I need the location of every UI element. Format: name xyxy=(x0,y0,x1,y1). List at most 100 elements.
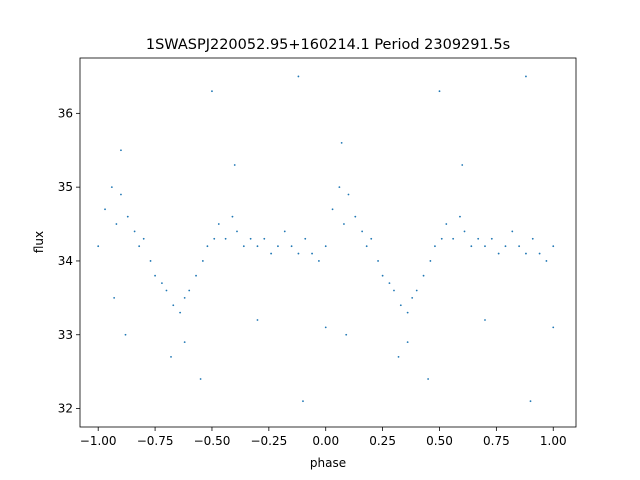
data-point xyxy=(484,245,486,248)
data-point xyxy=(217,223,220,225)
data-point xyxy=(490,237,493,240)
data-point xyxy=(538,252,541,255)
y-tick-label: 34 xyxy=(58,254,73,268)
data-point xyxy=(529,400,532,403)
data-point xyxy=(201,260,204,262)
data-point xyxy=(165,289,168,292)
data-point xyxy=(290,245,293,248)
data-point xyxy=(283,230,286,233)
data-point xyxy=(120,193,122,196)
data-point xyxy=(397,355,400,358)
data-point xyxy=(236,230,238,233)
data-point xyxy=(242,245,245,248)
data-point xyxy=(427,378,430,380)
data-point xyxy=(206,245,209,248)
data-point xyxy=(249,237,252,240)
data-point xyxy=(440,237,443,240)
data-point xyxy=(263,237,266,240)
data-point xyxy=(324,326,327,329)
data-point xyxy=(406,311,409,314)
data-point xyxy=(270,252,273,255)
data-point xyxy=(399,304,402,307)
data-point xyxy=(406,341,409,344)
data-point xyxy=(545,260,548,262)
data-point xyxy=(124,333,127,336)
data-point xyxy=(361,230,364,233)
x-axis-label: phase xyxy=(310,456,346,470)
x-tick-label: −0.25 xyxy=(250,434,287,448)
data-point xyxy=(438,90,441,93)
data-point xyxy=(256,245,259,248)
data-point xyxy=(525,75,527,78)
x-tick-label: −1.00 xyxy=(80,434,117,448)
data-point xyxy=(477,237,480,240)
data-point xyxy=(179,311,182,314)
x-axis-ticks: −1.00 −0.75 −0.50 −0.25 0.00 0.25 0.50 0.75 1.00 xyxy=(80,427,567,448)
data-point xyxy=(347,193,350,196)
data-point xyxy=(297,252,300,255)
data-point xyxy=(411,296,414,299)
data-point xyxy=(445,223,448,225)
data-point xyxy=(233,164,236,166)
data-point xyxy=(231,215,234,218)
data-point xyxy=(302,400,304,403)
data-points xyxy=(97,75,555,403)
data-point xyxy=(393,289,395,292)
data-point xyxy=(211,90,213,93)
data-point xyxy=(183,341,186,344)
x-tick-label: 0.00 xyxy=(312,434,339,448)
x-tick-label: −0.50 xyxy=(194,434,231,448)
data-point xyxy=(552,326,555,329)
data-point xyxy=(429,260,432,262)
chart-title: 1SWASPJ220052.95+160214.1 Period 2309291… xyxy=(146,37,510,53)
data-point xyxy=(388,282,391,284)
data-point xyxy=(518,245,521,248)
data-point xyxy=(311,252,313,255)
data-point xyxy=(170,355,172,358)
data-point xyxy=(463,230,466,233)
data-point xyxy=(525,252,527,255)
data-point xyxy=(97,245,100,248)
data-point xyxy=(377,260,379,262)
data-point xyxy=(340,141,343,144)
x-tick-label: 0.50 xyxy=(426,434,453,448)
y-axis-ticks: 32 33 34 35 36 xyxy=(58,106,80,416)
plot-frame xyxy=(79,57,577,428)
data-point xyxy=(324,245,327,248)
x-tick-label: 0.25 xyxy=(369,434,396,448)
data-point xyxy=(504,245,507,248)
data-point xyxy=(188,289,191,292)
data-point xyxy=(497,252,500,255)
data-point xyxy=(183,296,186,299)
y-tick-label: 35 xyxy=(58,180,73,194)
data-point xyxy=(343,223,345,225)
data-point xyxy=(277,245,279,248)
data-point xyxy=(256,319,259,321)
data-point xyxy=(452,237,455,240)
y-axis-label: flux xyxy=(32,231,46,253)
data-point xyxy=(318,260,320,262)
data-point xyxy=(304,237,307,240)
data-point xyxy=(115,223,118,225)
data-point xyxy=(142,237,145,240)
data-point xyxy=(422,274,425,277)
data-point xyxy=(161,282,163,284)
data-point xyxy=(470,245,473,248)
data-point xyxy=(370,237,373,240)
data-point xyxy=(381,274,384,277)
data-point xyxy=(331,208,334,211)
y-tick-label: 33 xyxy=(58,328,73,342)
data-point xyxy=(213,237,216,240)
x-tick-label: −0.75 xyxy=(137,434,174,448)
data-point xyxy=(195,274,197,277)
data-point xyxy=(126,215,129,218)
data-point xyxy=(338,186,341,189)
data-point xyxy=(459,215,461,218)
data-point xyxy=(110,186,113,189)
data-point xyxy=(484,319,486,321)
data-point xyxy=(297,75,300,78)
data-point xyxy=(149,260,152,262)
data-point xyxy=(172,304,175,307)
data-point xyxy=(415,289,418,292)
